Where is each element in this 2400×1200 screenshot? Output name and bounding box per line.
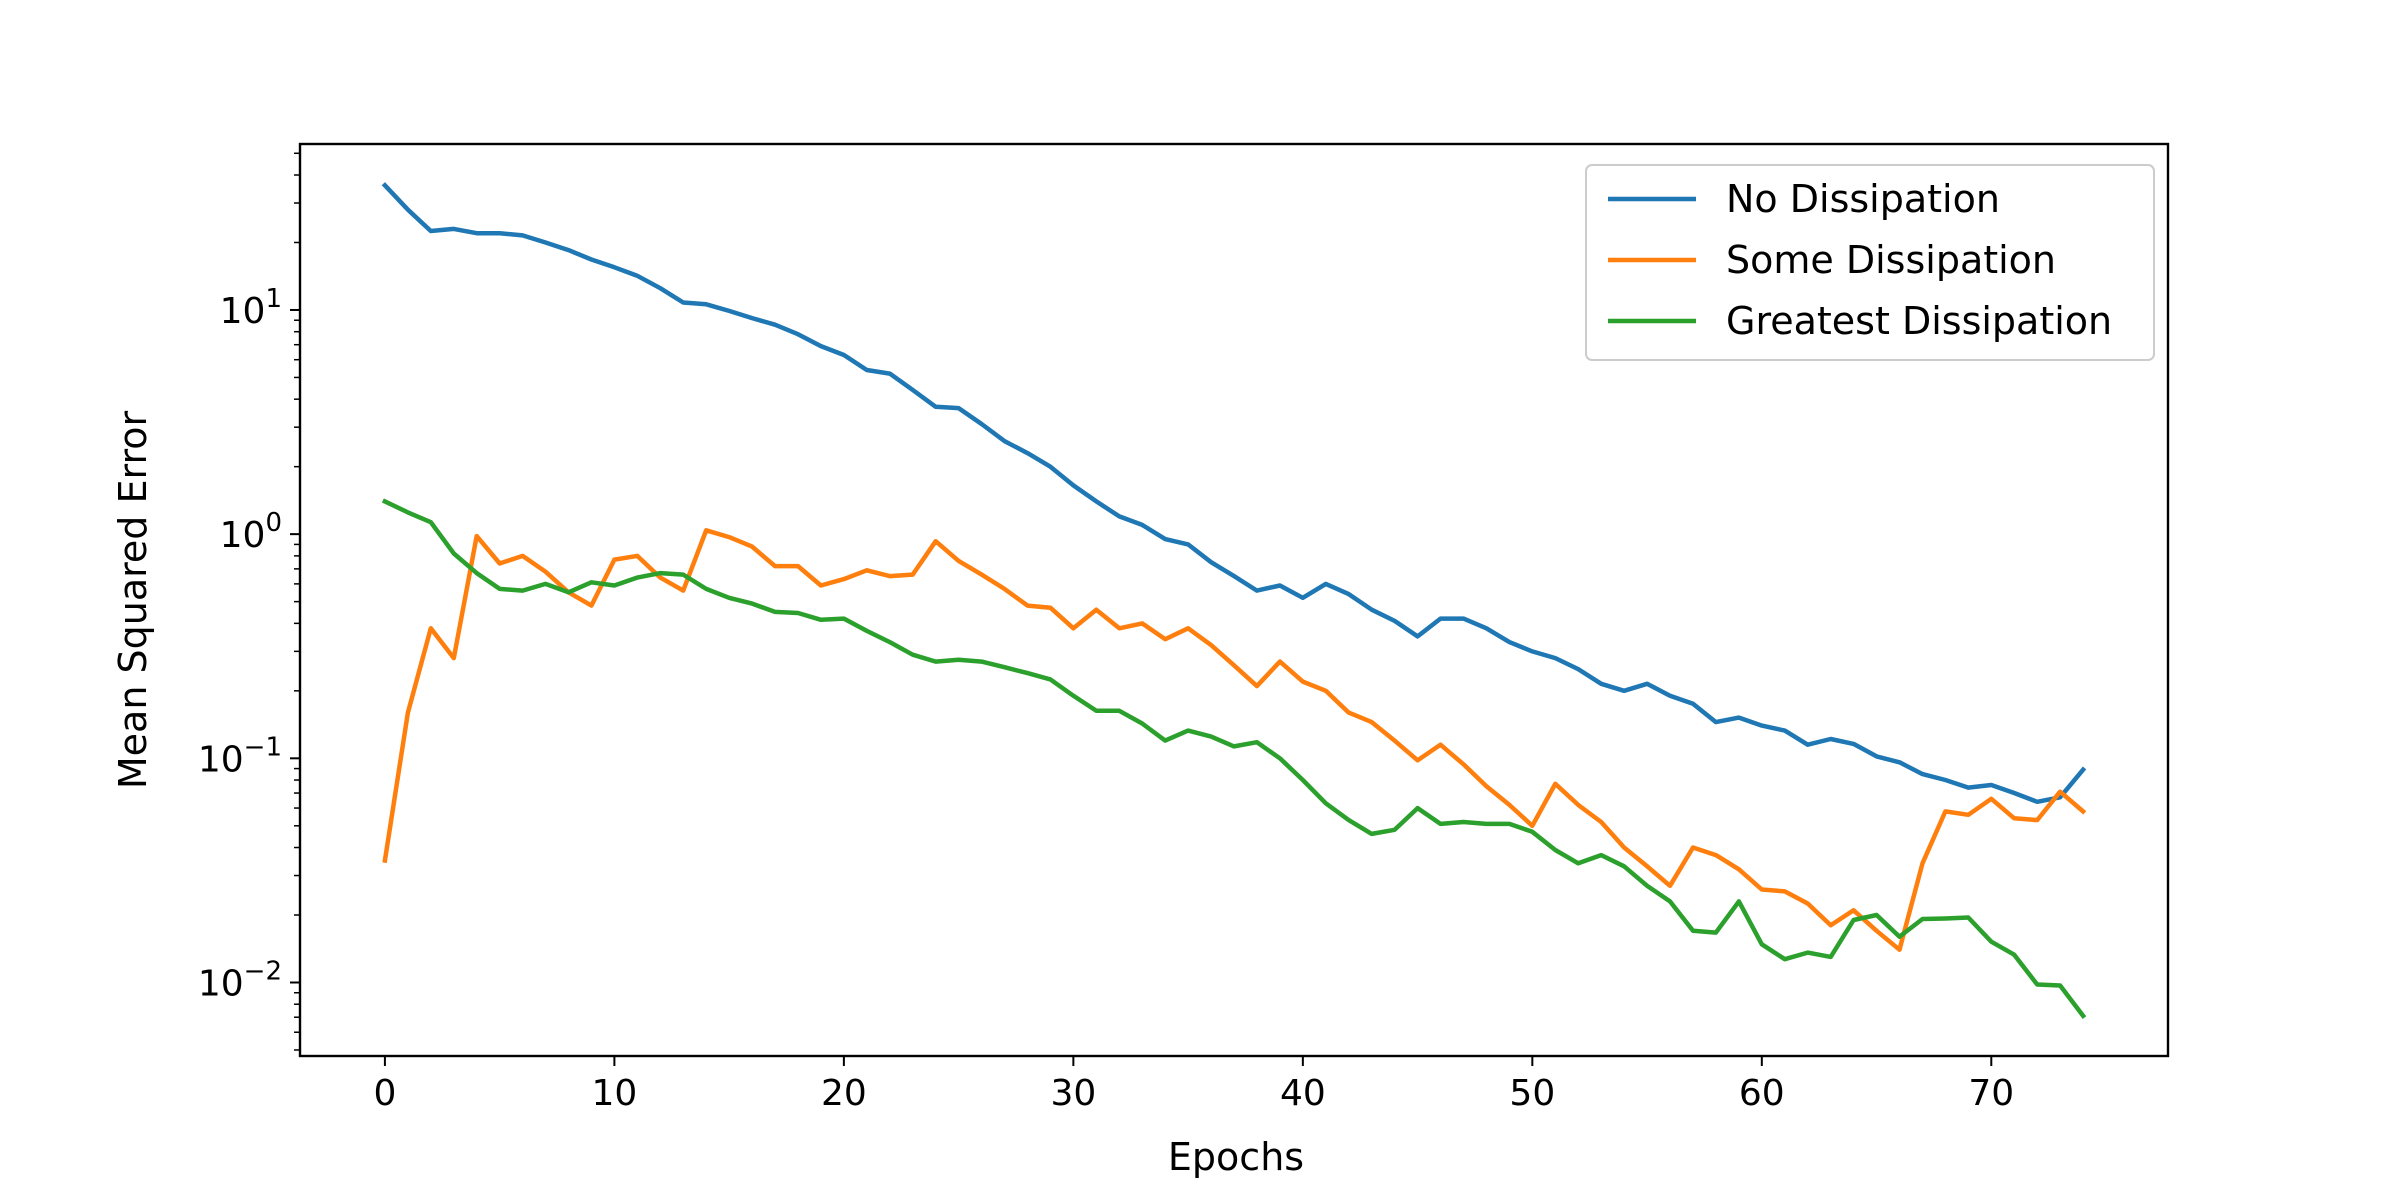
x-axis-label: Epochs [1168, 1135, 1304, 1179]
y-tick-label: 101 [220, 284, 282, 332]
x-tick-label: 50 [1509, 1073, 1555, 1114]
plot-frame [298, 142, 2170, 1058]
x-tick-label: 60 [1739, 1073, 1785, 1114]
x-tick-label: 20 [821, 1073, 867, 1114]
y-tick-label: 10−2 [198, 956, 282, 1004]
legend-label: No Dissipation [1726, 177, 2000, 221]
x-axis: 0 10 20 30 40 50 60 70 [373, 1056, 2014, 1114]
x-tick-label: 10 [591, 1073, 637, 1114]
series-line-greatest-dissipation [381, 498, 2087, 1019]
series-line-no-dissipation [381, 182, 2087, 805]
y-tick-label: 10−1 [198, 732, 282, 780]
y-axis-label: Mean Squared Error [111, 411, 155, 790]
y-tick-label: 100 [220, 508, 282, 556]
legend: No Dissipation Some Dissipation Greatest D… [1585, 164, 2155, 361]
series-line-some-dissipation [382, 528, 2087, 952]
legend-box [1585, 164, 2155, 361]
x-tick-label: 30 [1050, 1073, 1096, 1114]
y-axis: 10−2 10−1 100 101 [198, 152, 300, 1051]
x-tick-label: 40 [1280, 1073, 1326, 1114]
legend-label: Greatest Dissipation [1726, 299, 2112, 343]
x-tick-label: 70 [1968, 1073, 2014, 1114]
series-layer [381, 182, 2087, 1019]
x-tick-label: 0 [373, 1073, 396, 1114]
legend-label: Some Dissipation [1726, 238, 2056, 282]
